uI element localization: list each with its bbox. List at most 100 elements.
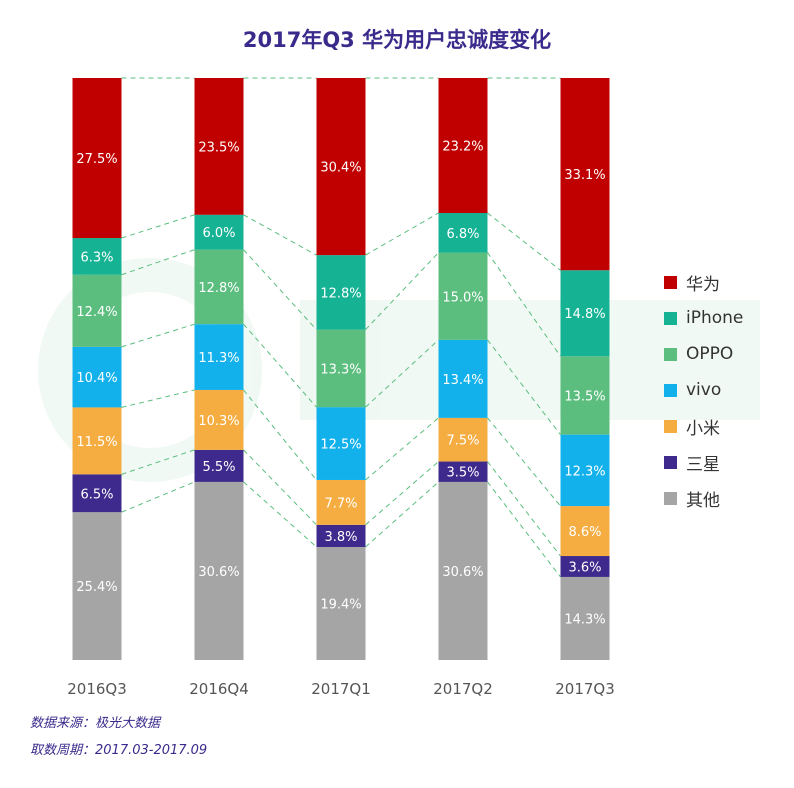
connector-vivo-0 [121, 323, 195, 348]
label-华为-2017Q2: 23.2% [442, 140, 483, 155]
legend-item-其他: 其他 [664, 480, 743, 516]
connector-小米-3 [487, 417, 561, 507]
label-小米-2017Q2: 7.5% [446, 434, 479, 449]
bar-其他-2017Q2 [438, 481, 488, 660]
label-华为-2016Q4: 23.5% [198, 140, 239, 155]
bar-其他-2017Q1 [316, 546, 366, 660]
legend-swatch [664, 275, 677, 289]
bar-三星-2016Q3 [72, 474, 122, 513]
label-三星-2017Q1: 3.8% [324, 530, 357, 545]
bar-三星-2017Q3 [560, 556, 610, 577]
legend-label: OPPO [686, 344, 734, 364]
bar-iPhone-2017Q2 [438, 213, 488, 253]
bar-三星-2017Q2 [438, 461, 488, 482]
legend: 华为 iPhone OPPO vivo 小米 三星 其他 [664, 264, 743, 516]
connector-iPhone-0 [121, 214, 195, 239]
legend-item-小米: 小米 [664, 408, 743, 444]
bar-华为-2017Q2 [438, 78, 488, 214]
x-tick-2016Q3: 2016Q3 [67, 680, 127, 698]
label-iPhone-2017Q1: 12.8% [320, 286, 361, 301]
label-其他-2016Q3: 25.4% [76, 580, 117, 595]
label-OPPO-2016Q3: 12.4% [76, 305, 117, 320]
connector-iPhone-2 [365, 212, 439, 256]
chart-title: 2017年Q3 华为用户忠诚度变化 [242, 28, 552, 52]
data-source-note: 数据来源：极光大数据 [30, 716, 161, 731]
connector-小米-2 [365, 417, 439, 481]
label-其他-2017Q3: 14.3% [564, 612, 605, 627]
bar-小米-2017Q2 [438, 417, 488, 462]
bar-vivo-2016Q4 [194, 324, 244, 390]
bar-OPPO-2017Q3 [560, 356, 610, 435]
legend-label: vivo [686, 380, 722, 400]
label-其他-2017Q2: 30.6% [442, 565, 483, 580]
bar-OPPO-2017Q1 [316, 329, 366, 408]
bar-华为-2017Q3 [560, 78, 610, 271]
bar-vivo-2017Q1 [316, 407, 366, 480]
legend-swatch [664, 419, 677, 433]
label-vivo-2017Q3: 12.3% [564, 464, 605, 479]
connector-OPPO-1 [243, 249, 317, 331]
connector-三星-0 [121, 449, 195, 475]
bar-OPPO-2016Q3 [72, 274, 122, 347]
bar-iPhone-2017Q1 [316, 255, 366, 330]
bar-华为-2017Q1 [316, 78, 366, 256]
label-小米-2016Q3: 11.5% [76, 435, 117, 450]
label-OPPO-2016Q4: 12.8% [198, 281, 239, 296]
connector-iPhone-3 [487, 212, 561, 271]
bar-segments [72, 78, 610, 660]
x-tick-2017Q1: 2017Q1 [311, 680, 371, 698]
legend-swatch [664, 347, 677, 361]
legend-label: 小米 [686, 418, 720, 439]
connector-三星-2 [365, 461, 439, 526]
label-iPhone-2017Q3: 14.8% [564, 307, 605, 322]
label-vivo-2017Q2: 13.4% [442, 373, 483, 388]
label-三星-2016Q4: 5.5% [202, 460, 235, 475]
bar-华为-2016Q3 [72, 78, 122, 239]
bar-华为-2016Q4 [194, 78, 244, 215]
label-OPPO-2017Q1: 13.3% [320, 362, 361, 377]
label-iPhone-2017Q2: 6.8% [446, 227, 479, 242]
bar-vivo-2017Q2 [438, 339, 488, 418]
legend-swatch [664, 383, 677, 397]
label-小米-2017Q3: 8.6% [568, 525, 601, 540]
connector-其他-2 [365, 481, 439, 548]
label-OPPO-2017Q3: 13.5% [564, 389, 605, 404]
label-vivo-2016Q3: 10.4% [76, 371, 117, 386]
bar-其他-2017Q3 [560, 576, 610, 660]
x-tick-2017Q2: 2017Q2 [433, 680, 493, 698]
bar-vivo-2017Q3 [560, 434, 610, 507]
legend-item-OPPO: OPPO [664, 336, 743, 372]
connector-其他-1 [243, 481, 317, 548]
label-小米-2017Q1: 7.7% [324, 496, 357, 511]
x-tick-2016Q4: 2016Q4 [189, 680, 249, 698]
connector-小米-0 [121, 389, 195, 408]
label-OPPO-2017Q2: 15.0% [442, 290, 483, 305]
bar-iPhone-2017Q3 [560, 270, 610, 357]
legend-item-华为: 华为 [664, 264, 743, 300]
watermark [38, 258, 760, 482]
bar-三星-2016Q4 [194, 449, 244, 482]
bar-其他-2016Q4 [194, 481, 244, 660]
connector-三星-3 [487, 461, 561, 557]
connector-vivo-1 [243, 323, 317, 408]
label-华为-2017Q1: 30.4% [320, 161, 361, 176]
x-axis-tick-labels: 2016Q3 2016Q4 2017Q1 2017Q2 2017Q3 [67, 680, 615, 698]
x-tick-2017Q3: 2017Q3 [555, 680, 615, 698]
legend-swatch [664, 311, 677, 325]
label-三星-2017Q3: 3.6% [568, 560, 601, 575]
bar-iPhone-2016Q3 [72, 238, 122, 275]
label-华为-2016Q3: 27.5% [76, 152, 117, 167]
label-三星-2017Q2: 3.5% [446, 466, 479, 481]
label-其他-2016Q4: 30.6% [198, 565, 239, 580]
connector-OPPO-0 [121, 249, 195, 276]
data-period-note: 取数周期：2017.03-2017.09 [30, 743, 208, 758]
connector-小米-1 [243, 389, 317, 481]
legend-swatch [664, 455, 677, 469]
legend-item-iPhone: iPhone [664, 300, 743, 336]
label-vivo-2016Q4: 11.3% [198, 351, 239, 366]
label-三星-2016Q3: 6.5% [80, 487, 113, 502]
connector-lines [121, 77, 561, 578]
connector-iPhone-1 [243, 214, 317, 256]
bar-vivo-2016Q3 [72, 346, 122, 408]
